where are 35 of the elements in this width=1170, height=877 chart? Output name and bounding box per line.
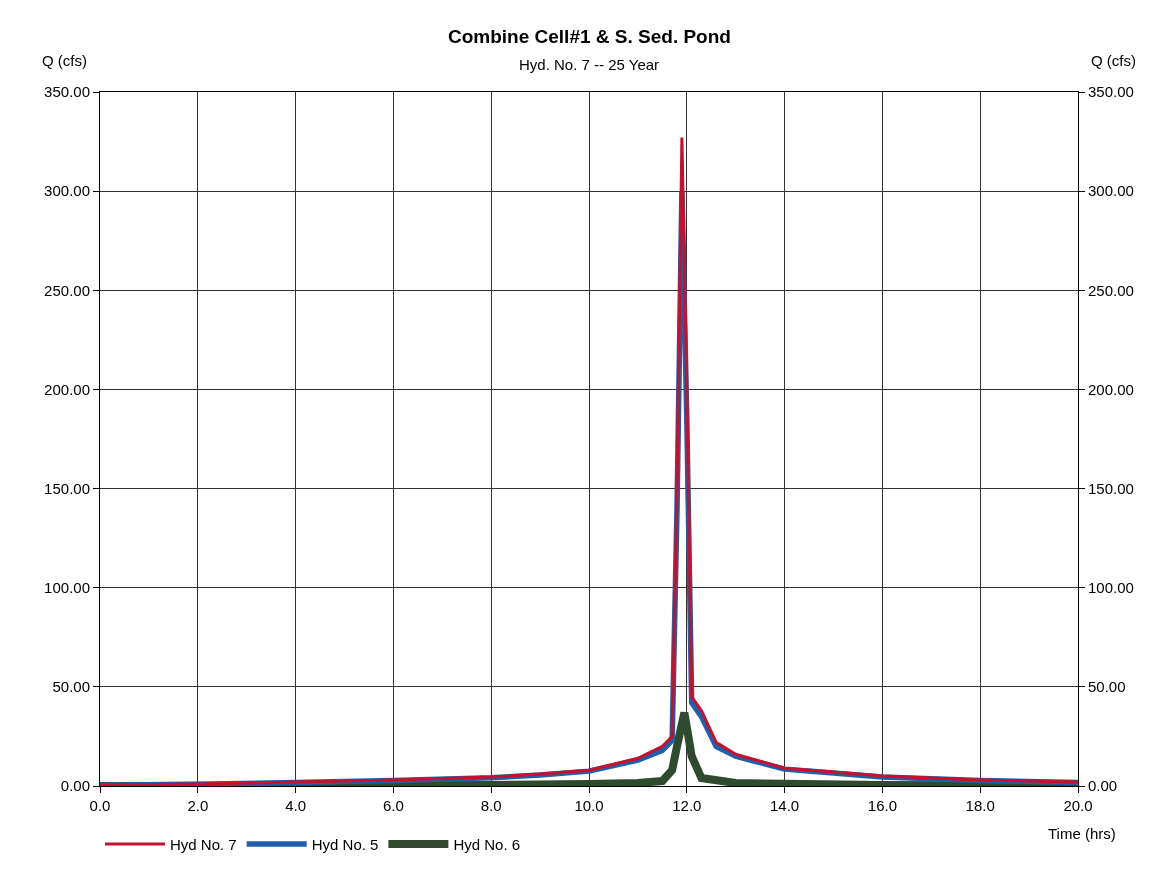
x-tick-label: 10.0 (574, 797, 604, 814)
x-tick-label: 14.0 (770, 797, 800, 814)
x-tick-label: 4.0 (285, 797, 307, 814)
x-axis-title: Time (hrs) (1048, 825, 1116, 842)
y-tick-label: 300.00 (44, 182, 90, 200)
y2-tick-label: 350.00 (1088, 83, 1134, 101)
y-tick-label: 100.00 (44, 578, 90, 596)
chart-title: Combine Cell#1 & S. Sed. Pond (448, 26, 731, 47)
x-tick-label: 6.0 (382, 797, 404, 814)
y2-tick-label: 200.00 (1088, 380, 1134, 398)
x-tick-label: 16.0 (867, 797, 897, 814)
y2-tick-label: 50.00 (1088, 678, 1126, 696)
y-tick-label: 50.00 (52, 678, 90, 696)
legend-label: Hyd No. 5 (311, 835, 379, 853)
y2-tick-label: 150.00 (1088, 479, 1134, 497)
y-tick-label: 250.00 (44, 281, 90, 299)
y-tick-label: 0.00 (60, 777, 90, 795)
x-tick-label: 8.0 (480, 797, 502, 814)
chart-subtitle: Hyd. No. 7 -- 25 Year (519, 56, 660, 73)
y-tick-label: 350.00 (44, 83, 90, 101)
y2-tick-label: 300.00 (1088, 182, 1134, 200)
y-tick-label: 150.00 (44, 479, 90, 497)
x-tick-label: 12.0 (672, 797, 702, 814)
y2-axis-title: Q (cfs) (1091, 52, 1136, 69)
legend-label: Hyd No. 6 (453, 835, 521, 853)
x-tick-label: 18.0 (965, 797, 995, 814)
x-tick-label: 20.0 (1063, 797, 1093, 814)
x-tick-label: 2.0 (187, 797, 209, 814)
legend-label: Hyd No. 7 (170, 835, 237, 853)
y2-tick-label: 100.00 (1088, 578, 1134, 596)
y2-tick-label: 0.00 (1088, 777, 1118, 795)
y2-tick-label: 250.00 (1088, 281, 1134, 299)
y-axis-title: Q (cfs) (42, 52, 87, 69)
x-tick-label: 0.0 (89, 797, 111, 814)
y-tick-label: 200.00 (44, 380, 90, 398)
